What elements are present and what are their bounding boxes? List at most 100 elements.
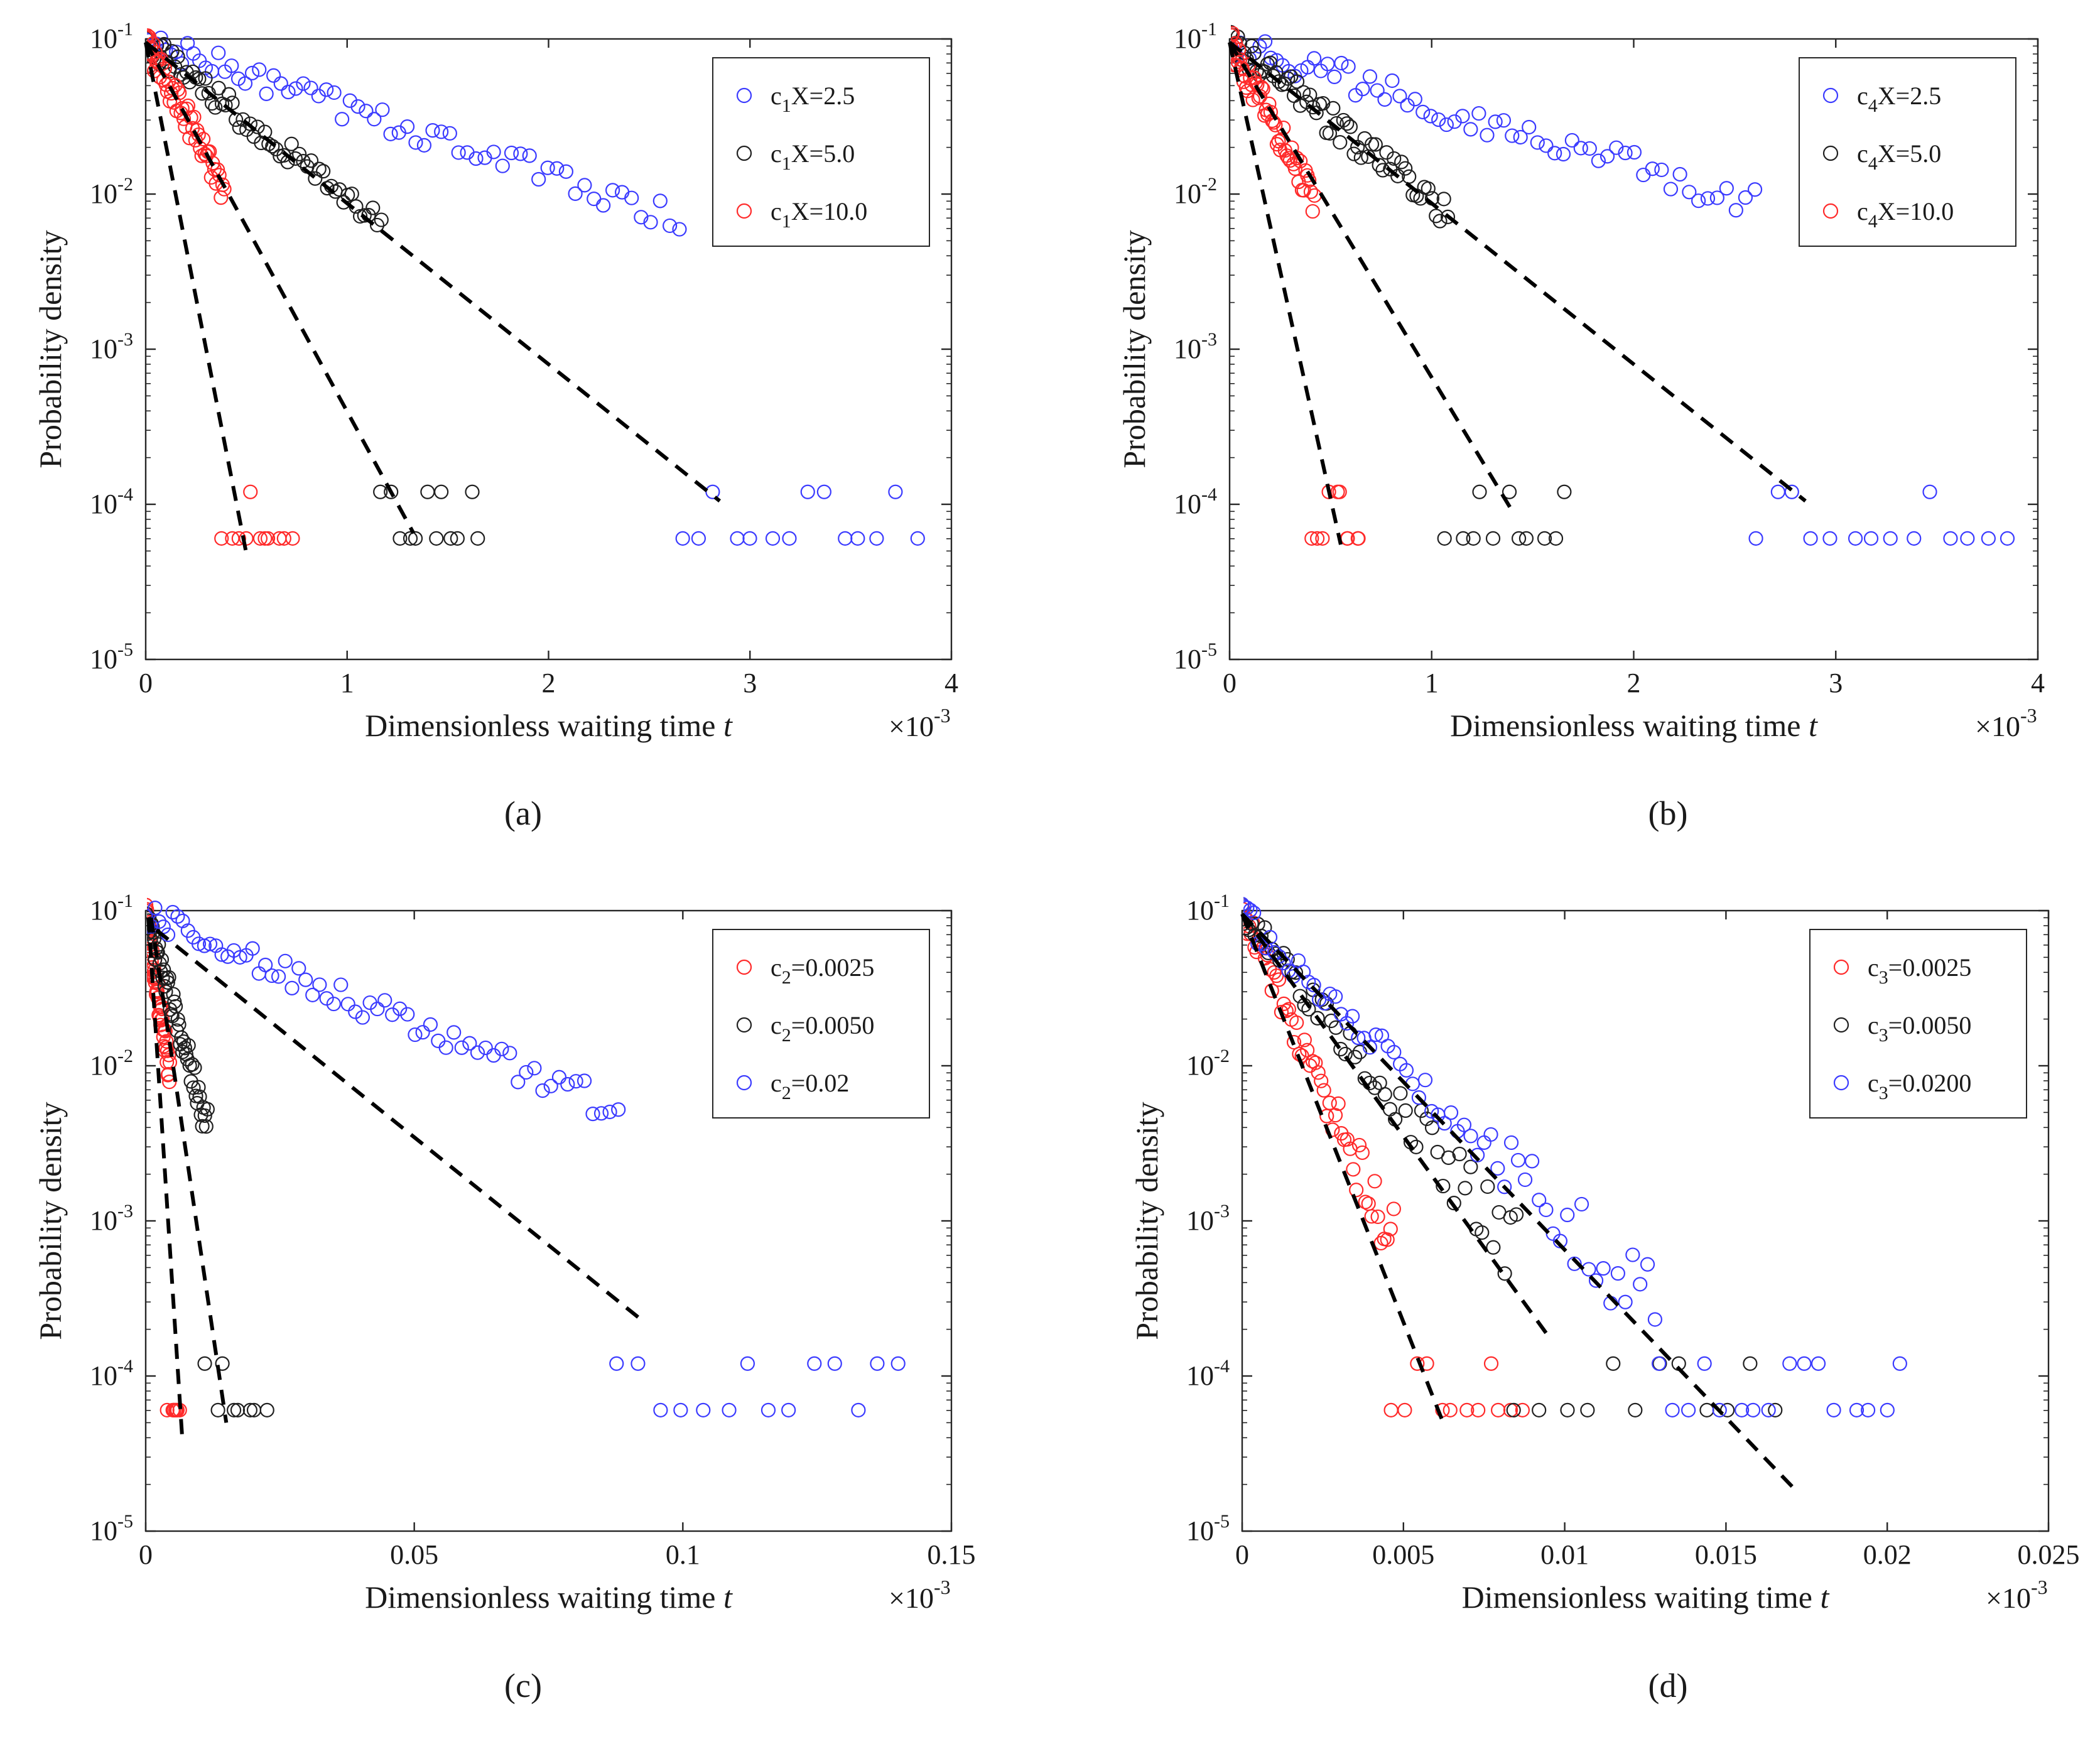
- data-point: [266, 68, 281, 83]
- data-point: [214, 190, 229, 205]
- legend-label-subscript: 2: [782, 1083, 791, 1103]
- x-tick-label: 3: [1829, 668, 1843, 698]
- data-point: [400, 1007, 415, 1022]
- legend-label: c3=0.0200: [1868, 1069, 1971, 1103]
- data-point: [181, 1037, 196, 1053]
- data-point: [850, 531, 865, 546]
- data-point: [285, 531, 300, 546]
- legend-label-subscript: 1: [782, 153, 791, 174]
- data-point: [1436, 1178, 1451, 1194]
- fit-line-c2=0.02: [155, 928, 647, 1325]
- y-tick-label: 10-4: [90, 1356, 133, 1391]
- legend-label-symbol: c: [771, 139, 782, 168]
- legend-label-subscript: 3: [1879, 1025, 1888, 1046]
- x-axis-label-variable: t: [1809, 708, 1818, 743]
- data-point: [1525, 1154, 1540, 1169]
- data-point: [167, 994, 182, 1009]
- panel-caption: (a): [504, 794, 542, 832]
- data-point: [1456, 1117, 1472, 1132]
- data-point: [1350, 139, 1365, 154]
- chart-panel-d: 0 0.005 0.01 0.015 0.02 0.02510-110-210-310-4…: [1129, 891, 2080, 1704]
- data-point: [416, 138, 432, 153]
- data-point: [160, 975, 175, 990]
- plot-area: [1243, 897, 1907, 1417]
- legend-label-subscript: 2: [782, 967, 791, 988]
- data-point: [1672, 166, 1687, 182]
- data-point: [1452, 1146, 1467, 1162]
- data-point: [1442, 1402, 1458, 1417]
- legend-label-symbol: c: [771, 1011, 782, 1039]
- data-point: [1423, 109, 1438, 124]
- y-tick-exponent: -3: [1201, 329, 1217, 350]
- data-point: [1340, 116, 1355, 131]
- data-point: [1483, 1356, 1499, 1371]
- data-point: [147, 909, 153, 923]
- data-point: [434, 124, 449, 139]
- data-point: [1437, 531, 1452, 546]
- data-point: [675, 531, 690, 546]
- data-point: [742, 531, 757, 546]
- y-tick-exponent: -5: [1201, 639, 1217, 660]
- data-point: [242, 1402, 257, 1417]
- data-point: [1880, 1402, 1895, 1417]
- legend-label-symbol: c: [1857, 82, 1868, 110]
- data-point: [1437, 1116, 1452, 1131]
- legend-label-value: X=10.0: [791, 197, 867, 225]
- data-point: [1436, 192, 1451, 207]
- data-point: [1488, 114, 1503, 129]
- series-c4X=5.0: [1231, 24, 1572, 546]
- legend-label-value: X=2.5: [1878, 82, 1941, 110]
- y-tick-label: 10-1: [90, 891, 133, 926]
- data-point: [1311, 1065, 1326, 1080]
- legend-marker: [1822, 145, 1839, 161]
- data-point: [1539, 1202, 1554, 1218]
- data-point: [1292, 989, 1307, 1004]
- data-point: [243, 484, 258, 499]
- legend-item: c3=0.0025: [1833, 953, 1971, 988]
- data-point: [340, 997, 355, 1012]
- data-point: [1647, 1312, 1663, 1327]
- data-point: [165, 904, 180, 920]
- x-axis-label-space: [715, 708, 723, 743]
- data-point: [1286, 1034, 1302, 1050]
- data-point: [1700, 191, 1716, 206]
- y-tick-label: 10-1: [90, 19, 133, 54]
- data-point: [1518, 531, 1534, 546]
- data-point: [284, 136, 299, 151]
- data-point: [1267, 965, 1282, 980]
- data-point: [244, 65, 260, 80]
- legend-label-symbol: c: [771, 82, 782, 110]
- data-point: [1459, 1402, 1475, 1417]
- data-point: [1640, 1257, 1655, 1272]
- data-point: [350, 99, 365, 114]
- data-point: [150, 984, 165, 999]
- data-point: [1849, 1402, 1865, 1417]
- data-point: [1861, 1402, 1876, 1417]
- data-point: [177, 1041, 193, 1056]
- y-tick-exponent: -2: [117, 174, 133, 195]
- legend-label-value: =0.0025: [791, 953, 875, 982]
- y-tick-base: 10: [90, 333, 117, 364]
- data-point: [1385, 73, 1400, 89]
- data-point: [609, 1356, 624, 1371]
- data-point: [392, 1001, 408, 1016]
- data-point: [1471, 1402, 1486, 1417]
- data-point: [1328, 1108, 1343, 1123]
- data-point: [577, 178, 592, 193]
- data-point: [392, 531, 408, 546]
- data-point: [673, 1402, 688, 1417]
- data-point: [585, 1107, 600, 1122]
- data-point: [1480, 1179, 1495, 1195]
- x-tick-label: 0.005: [1372, 1539, 1434, 1570]
- y-tick-base: 10: [1186, 1050, 1214, 1081]
- data-point: [1472, 484, 1487, 499]
- data-point: [1281, 1002, 1296, 1017]
- data-point: [1398, 1103, 1413, 1118]
- fit-line-c3=0.0025: [1240, 913, 1444, 1421]
- legend-item: c1X=2.5: [736, 82, 855, 116]
- fit-line-c4X=10.0: [1228, 41, 1343, 545]
- legend-box: [1809, 929, 2027, 1119]
- x-tick-label: 0.02: [1863, 1539, 1912, 1570]
